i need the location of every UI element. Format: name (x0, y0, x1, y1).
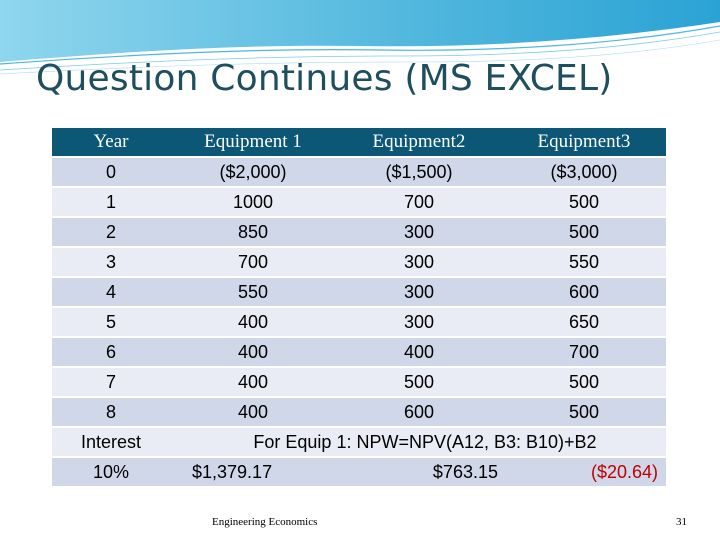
cell-equipment-3: 700 (502, 338, 666, 366)
cell-year: 8 (52, 398, 170, 426)
table-row: 5 400 300 650 (52, 308, 666, 336)
table-header-row: Year Equipment 1 Equipment2 Equipment3 (52, 128, 666, 156)
cell-equipment-2: 300 (336, 218, 502, 246)
cell-equipment-1: ($2,000) (170, 158, 336, 186)
cell-equipment-2: ($1,500) (336, 158, 502, 186)
footer-text: Engineering Economics (212, 516, 318, 528)
cell-equipment-1: 550 (170, 278, 336, 306)
table-row: 3 700 300 550 (52, 248, 666, 276)
cell-year: 6 (52, 338, 170, 366)
result-equipment-1: $1,379.17 (170, 458, 336, 486)
header-equipment-1: Equipment 1 (170, 128, 336, 156)
table-row: 0 ($2,000) ($1,500) ($3,000) (52, 158, 666, 186)
header-wave-decoration (0, 0, 720, 75)
table-row: 1 1000 700 500 (52, 188, 666, 216)
cell-equipment-3: 500 (502, 218, 666, 246)
table-row: 6 400 400 700 (52, 338, 666, 366)
cell-equipment-3: 500 (502, 368, 666, 396)
cell-year: 4 (52, 278, 170, 306)
cell-equipment-1: 1000 (170, 188, 336, 216)
table-row: 7 400 500 500 (52, 368, 666, 396)
interest-label: Interest (52, 428, 170, 456)
cell-equipment-2: 300 (336, 278, 502, 306)
cell-equipment-2: 300 (336, 248, 502, 276)
cell-equipment-2: 300 (336, 308, 502, 336)
cell-equipment-2: 700 (336, 188, 502, 216)
table-row: 8 400 600 500 (52, 398, 666, 426)
header-equipment-3: Equipment3 (502, 128, 666, 156)
cash-flow-table: Year Equipment 1 Equipment2 Equipment3 0… (52, 126, 666, 488)
cell-equipment-1: 400 (170, 368, 336, 396)
results-row: 10% $1,379.17 $763.15 ($20.64) (52, 458, 666, 486)
interest-value: 10% (52, 458, 170, 486)
cell-year: 2 (52, 218, 170, 246)
slide-title: Question Continues (MS EXCEL) (36, 58, 613, 99)
cell-equipment-3: 600 (502, 278, 666, 306)
npv-formula: For Equip 1: NPW=NPV(A12, B3: B10)+B2 (170, 428, 666, 456)
interest-formula-row: Interest For Equip 1: NPW=NPV(A12, B3: B… (52, 428, 666, 456)
cell-equipment-3: 500 (502, 188, 666, 216)
cell-equipment-2: 400 (336, 338, 502, 366)
cell-equipment-1: 400 (170, 308, 336, 336)
cell-year: 3 (52, 248, 170, 276)
table-row: 2 850 300 500 (52, 218, 666, 246)
header-equipment-2: Equipment2 (336, 128, 502, 156)
result-equipment-3: ($20.64) (502, 458, 666, 486)
cell-equipment-1: 850 (170, 218, 336, 246)
cell-equipment-3: 650 (502, 308, 666, 336)
cell-equipment-3: 500 (502, 398, 666, 426)
cell-year: 7 (52, 368, 170, 396)
cell-equipment-3: ($3,000) (502, 158, 666, 186)
table-row: 4 550 300 600 (52, 278, 666, 306)
cell-equipment-3: 550 (502, 248, 666, 276)
cell-equipment-1: 700 (170, 248, 336, 276)
cell-year: 5 (52, 308, 170, 336)
result-equipment-2: $763.15 (336, 458, 502, 486)
cell-equipment-1: 400 (170, 398, 336, 426)
header-year: Year (52, 128, 170, 156)
cell-year: 1 (52, 188, 170, 216)
page-number: 31 (676, 516, 687, 528)
cell-equipment-1: 400 (170, 338, 336, 366)
cell-equipment-2: 600 (336, 398, 502, 426)
cell-year: 0 (52, 158, 170, 186)
cell-equipment-2: 500 (336, 368, 502, 396)
